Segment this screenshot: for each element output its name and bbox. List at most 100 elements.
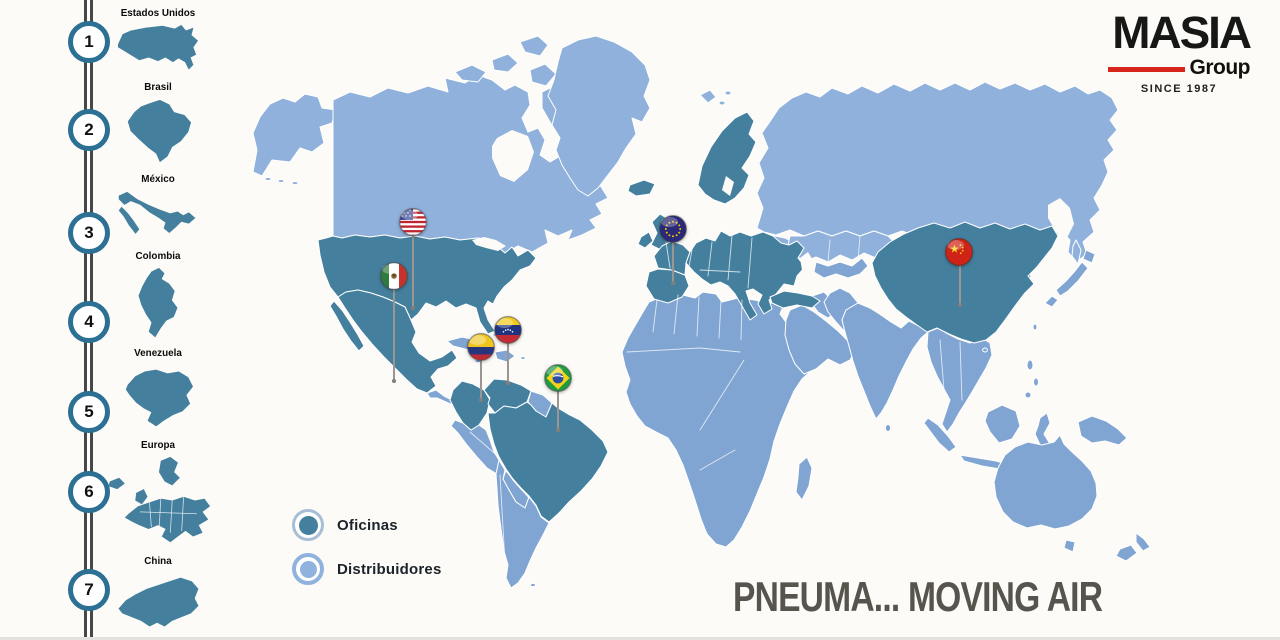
pin-mexico [379, 261, 409, 291]
colombia-flag-icon [467, 333, 495, 361]
bolivia [502, 469, 530, 509]
sidebar-number-1: 1 [68, 21, 110, 63]
ireland [637, 231, 654, 249]
sidebar-item-mexico: México [96, 174, 220, 252]
iberia [645, 268, 690, 304]
sidebar-item-europa: Europa [96, 440, 220, 551]
pin-estados-unidos [398, 207, 428, 237]
tagline: PNEUMA... MOVING AIR [733, 573, 1103, 620]
sumatra [923, 417, 957, 453]
arabia [784, 304, 857, 375]
sidebar-item-label: México [141, 173, 175, 185]
sidebar-number-2: 2 [68, 109, 110, 151]
sidebar-number-6: 6 [68, 471, 110, 513]
colombia [449, 380, 491, 431]
africa [621, 291, 821, 548]
venezuela-flag-icon [494, 316, 522, 344]
japan-hokkaido [1082, 249, 1096, 264]
pin-stick [392, 276, 396, 383]
russia [756, 81, 1119, 263]
new-zealand-south [1115, 544, 1138, 562]
distributor-marker-icon [292, 553, 324, 585]
madagascar [795, 456, 813, 501]
new-guinea [1077, 415, 1128, 446]
sidebar-item-label: Venezuela [134, 347, 182, 359]
greenland [547, 35, 651, 197]
taiwan [1032, 323, 1038, 331]
sea-of-okhotsk [1048, 198, 1074, 240]
eu-flag-icon [659, 215, 687, 243]
central-europe [685, 230, 806, 321]
india [841, 302, 929, 420]
tasmania [1063, 539, 1076, 553]
sidebar-number-7: 7 [68, 569, 110, 611]
number-label: 6 [84, 482, 94, 501]
brazil [487, 401, 609, 523]
sidebar-item-label: Colombia [135, 250, 181, 262]
kazakhstan [787, 230, 896, 263]
hispaniola [494, 349, 516, 363]
alaska [252, 93, 337, 177]
sidebar-item-estados-unidos: Estados Unidos [96, 8, 220, 82]
central-america [426, 389, 489, 418]
canada [332, 74, 609, 254]
scandinavia [697, 111, 757, 205]
central-asia [813, 257, 869, 279]
sidebar-item-colombia: Colombia [96, 251, 220, 347]
brand-subname: Group [1189, 55, 1251, 79]
bottom-divider [0, 637, 1280, 640]
borneo [984, 404, 1021, 444]
baja-california [329, 300, 365, 352]
pin-china [944, 237, 974, 267]
brand-row: Group [1108, 56, 1250, 80]
legend-offices-label: Oficinas [337, 516, 398, 534]
southeast-asia [926, 327, 993, 433]
china-flag-icon [945, 238, 973, 266]
brand-logo: MASIA Group SINCE 1987 [1108, 10, 1252, 95]
map-legend: Oficinas Distribuidores [292, 508, 441, 596]
sulawesi [1034, 412, 1051, 448]
us-flag-icon [399, 208, 427, 236]
legend-distributors-row: Distribuidores [292, 552, 441, 586]
pin-brasil [543, 363, 573, 393]
sidebar-item-label: Estados Unidos [120, 7, 196, 19]
sidebar-number-3: 3 [68, 212, 110, 254]
legend-offices-row: Oficinas [292, 508, 441, 542]
mexico-silhouette [118, 191, 196, 234]
great-lakes [472, 237, 506, 251]
office-marker-icon [292, 509, 324, 541]
number-label: 5 [84, 402, 94, 421]
caspian-sea [800, 252, 818, 296]
ukraine [753, 234, 805, 273]
turkey [769, 290, 821, 309]
sidebar-item-venezuela: Venezuela [96, 348, 220, 438]
number-label: 3 [84, 223, 94, 242]
sidebar-number-5: 5 [68, 391, 110, 433]
mexico [337, 289, 458, 394]
iran [811, 291, 837, 319]
brand-red-bar [1108, 67, 1185, 73]
number-label: 4 [84, 312, 94, 331]
sakhalin [1071, 239, 1082, 265]
sidebar-item-china: China [96, 556, 220, 640]
baltic-sea [722, 176, 734, 196]
australia [993, 434, 1098, 530]
brazil-flag-icon [544, 364, 572, 392]
europe-silhouette [108, 456, 211, 542]
venezuela-silhouette [125, 369, 193, 426]
argentina-chile [495, 459, 550, 589]
brand-since: SINCE 1987 [1140, 82, 1218, 95]
sidebar-item-label: Brasil [144, 81, 172, 93]
sidebar-item-label: China [144, 555, 172, 567]
sidebar-item-label: Europa [140, 439, 175, 451]
legend-distributors-label: Distribuidores [337, 560, 442, 578]
sri-lanka [884, 423, 892, 433]
number-label: 7 [84, 580, 94, 599]
hudson-bay [492, 130, 534, 182]
korea [1015, 261, 1032, 287]
sidebar-item-brasil: Brasil [96, 82, 220, 170]
sidebar-number-4: 4 [68, 301, 110, 343]
iceland [627, 179, 656, 197]
peru-ecuador [450, 419, 506, 475]
